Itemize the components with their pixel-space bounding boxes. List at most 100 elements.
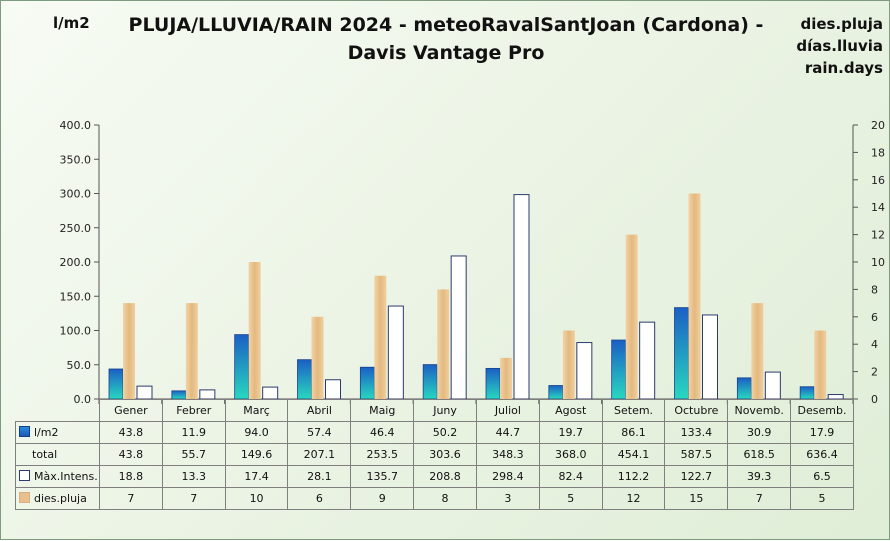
right-axis-tick-label: 20 [871, 119, 885, 132]
table-cell: 12 [601, 487, 666, 510]
bar-rain-10 [736, 377, 752, 400]
table-cell: 587.5 [664, 443, 729, 466]
table-row-label-text: dies.pluja [34, 492, 87, 505]
table-row: Màx.Intens. 18.8 13.3 17.4 28.1 135.7 208.8 298… [15, 465, 854, 488]
table-cell: 7 [161, 487, 226, 510]
bar-rain-days-8 [625, 234, 638, 399]
table-cell: 6.5 [790, 465, 854, 488]
table-cell: 3 [475, 487, 540, 510]
table-cell: 135.7 [350, 465, 415, 488]
bar-rain-4 [359, 366, 375, 400]
table-cell: 253.5 [350, 443, 415, 466]
table-cell: 298.4 [475, 465, 540, 488]
bar-rain-days-6 [500, 357, 512, 399]
table-cell: 303.6 [413, 443, 477, 466]
table-cell: 6 [287, 487, 352, 510]
table-cell: 208.8 [413, 465, 477, 488]
category-label: Desemb. [790, 399, 854, 422]
table-header-row: Gener Febrer Març Abril Maig Juny Juliol Agost S… [16, 399, 854, 422]
bar-max-intensity-4 [387, 305, 404, 400]
table-cell: 454.1 [601, 443, 666, 466]
bar-max-intensity-1 [199, 389, 216, 400]
table-cell: 17.4 [224, 465, 289, 488]
category-label: Febrer [161, 399, 226, 422]
table-cell: 5 [538, 487, 603, 510]
table-cell: 86.1 [601, 421, 666, 444]
right-axis-tick-label: 6 [871, 311, 878, 324]
table-row-label-text: total [32, 448, 58, 461]
table-cell: 5 [790, 487, 854, 510]
table-cell: 55.7 [161, 443, 226, 466]
table-cell: 18.8 [99, 465, 163, 488]
data-table: Gener Febrer Març Abril Maig Juny Juliol Agost S… [15, 399, 854, 510]
right-axis-tick-label: 18 [871, 146, 885, 159]
table-cell: 149.6 [224, 443, 289, 466]
right-axis-tick-label: 2 [871, 366, 878, 379]
bar-rain-days-9 [688, 193, 701, 399]
legend-key-blue [19, 426, 30, 437]
category-label: Juliol [475, 399, 540, 422]
table-row: dies.pluja 7 7 10 6 9 8 3 5 12 15 7 5 [15, 487, 854, 510]
table-cell: 7 [727, 487, 792, 510]
bar-rain-2 [234, 334, 250, 400]
category-label: Octubre [664, 399, 729, 422]
table-cell: 112.2 [601, 465, 666, 488]
table-cell: 39.3 [727, 465, 792, 488]
table-row-label: Màx.Intens. [15, 465, 100, 488]
bar-rain-3 [297, 359, 312, 400]
table-cell: 19.7 [538, 421, 603, 444]
table-cell: 10 [224, 487, 289, 510]
table-cell: 43.8 [99, 421, 163, 444]
left-axis-tick-label: 300.0 [60, 188, 92, 201]
table-cell: 15 [664, 487, 729, 510]
bar-rain-days-0 [123, 303, 135, 399]
table-row-label-text: Màx.Intens. [34, 470, 98, 483]
right-axis-tick-label: 16 [871, 174, 885, 187]
category-label: Maig [350, 399, 415, 422]
bar-rain-7 [548, 385, 564, 400]
table-row: total 43.8 55.7 149.6 207.1 253.5 303.6 348.3 36… [15, 443, 854, 466]
bar-rain-9 [674, 307, 689, 400]
right-axis-tick-label: 8 [871, 283, 878, 296]
table-cell: 30.9 [727, 421, 792, 444]
left-axis-tick-label: 250.0 [60, 222, 92, 235]
table-cell: 94.0 [224, 421, 289, 444]
category-label: Març [224, 399, 289, 422]
table-cell: 11.9 [161, 421, 226, 444]
left-axis-tick-label: 100.0 [60, 325, 92, 338]
table-cell: 207.1 [287, 443, 352, 466]
bar-rain-5 [422, 364, 438, 400]
data-table-wrapper: Gener Febrer Març Abril Maig Juny Juliol Agost S… [15, 399, 854, 510]
table-cell: 636.4 [790, 443, 854, 466]
bar-max-intensity-10 [764, 371, 781, 400]
bar-rain-days-5 [437, 289, 450, 399]
right-axis-unit-line: días.lluvia [796, 37, 883, 55]
table-row: l/m2 43.8 11.9 94.0 57.4 46.4 50.2 44.7 19.7 86.1… [15, 421, 854, 444]
bar-rain-1 [171, 390, 187, 400]
table-cell: 43.8 [99, 443, 163, 466]
bar-max-intensity-3 [325, 379, 341, 400]
bar-rain-days-4 [374, 275, 387, 399]
table-cell: 122.7 [664, 465, 729, 488]
left-axis-unit: l/m2 [53, 14, 90, 32]
table-row-label-text: l/m2 [34, 426, 59, 439]
table-cell: 46.4 [350, 421, 415, 444]
left-axis-tick-label: 0.0 [74, 393, 92, 406]
bar-max-intensity-5 [450, 255, 467, 400]
right-axis-tick-label: 0 [871, 393, 878, 406]
bar-rain-6 [485, 367, 501, 400]
table-row-label: dies.pluja [15, 487, 100, 510]
table-cell: 50.2 [413, 421, 477, 444]
category-label: Juny [413, 399, 477, 422]
right-axis-tick-label: 12 [871, 229, 885, 242]
table-corner [16, 400, 100, 422]
category-label: Gener [99, 399, 163, 422]
legend-key-tan [19, 492, 30, 503]
table-cell: 17.9 [790, 421, 854, 444]
category-label: Setem. [601, 399, 666, 422]
table-cell: 368.0 [538, 443, 603, 466]
right-axis-unit-line: dies.pluja [800, 15, 884, 33]
table-cell: 348.3 [475, 443, 540, 466]
table-cell: 57.4 [287, 421, 352, 444]
table-cell: 28.1 [287, 465, 352, 488]
